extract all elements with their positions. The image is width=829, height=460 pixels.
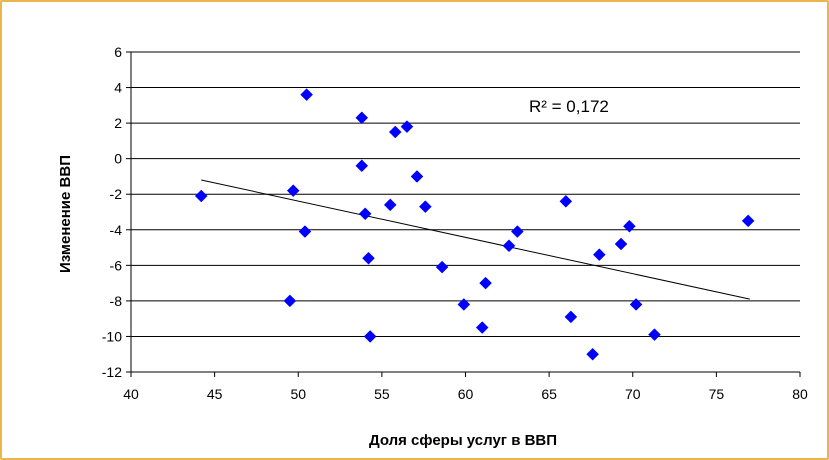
trendline <box>201 179 750 300</box>
data-point <box>300 88 313 102</box>
data-point <box>435 260 449 274</box>
y-tick-label: -10 <box>102 328 122 344</box>
x-tick-label: 50 <box>290 386 306 402</box>
data-point <box>410 170 424 183</box>
x-tick-label: 60 <box>458 386 474 402</box>
x-tick-label: 40 <box>123 386 139 402</box>
data-point <box>586 347 599 361</box>
y-tick-label: -8 <box>110 293 123 309</box>
data-point <box>629 298 643 311</box>
x-axis-title: Доля сферы услуг в ВВП <box>369 432 557 449</box>
gridlines <box>131 51 800 373</box>
y-tick-label: -2 <box>110 186 123 202</box>
data-point <box>741 214 755 228</box>
data-point <box>363 330 377 343</box>
data-point <box>383 198 397 212</box>
data-point <box>298 225 312 238</box>
y-tick-label: -12 <box>102 364 122 380</box>
y-tick-label: 4 <box>114 80 122 96</box>
data-point <box>400 120 414 134</box>
x-tick-label: 75 <box>709 386 725 402</box>
data-point <box>614 237 628 251</box>
data-point <box>510 225 524 238</box>
data-point <box>286 184 300 198</box>
data-point <box>475 321 489 334</box>
data-point <box>592 248 606 262</box>
x-tick-label: 55 <box>374 386 390 402</box>
data-point <box>388 125 402 139</box>
data-point <box>502 239 516 253</box>
y-tick-label: 0 <box>114 151 122 167</box>
data-point <box>358 207 372 221</box>
r-squared-annotation: R² = 0,172 <box>529 97 609 116</box>
y-tick-label: 2 <box>114 115 122 131</box>
trendline-layer <box>201 179 750 300</box>
y-axis-title: Изменение ВВП <box>57 155 74 273</box>
data-point <box>564 310 578 324</box>
data-point <box>479 276 492 290</box>
data-point <box>648 328 661 342</box>
data-point <box>355 159 369 173</box>
data-point <box>362 251 375 265</box>
x-tick-label: 65 <box>541 386 557 402</box>
y-tick-label: -6 <box>110 257 123 273</box>
y-tick-label: 6 <box>114 44 122 60</box>
data-point <box>457 298 471 311</box>
axes <box>126 51 801 377</box>
x-tick-label: 45 <box>207 386 223 402</box>
data-point <box>355 111 369 125</box>
data-points <box>194 88 755 361</box>
data-point <box>194 189 208 203</box>
data-point <box>419 200 432 214</box>
x-tick-label: 70 <box>625 386 641 402</box>
data-point <box>559 194 573 208</box>
data-point <box>623 219 636 233</box>
y-tick-label: -4 <box>110 222 123 238</box>
x-tick-label: 80 <box>792 386 808 402</box>
data-point <box>283 294 297 308</box>
